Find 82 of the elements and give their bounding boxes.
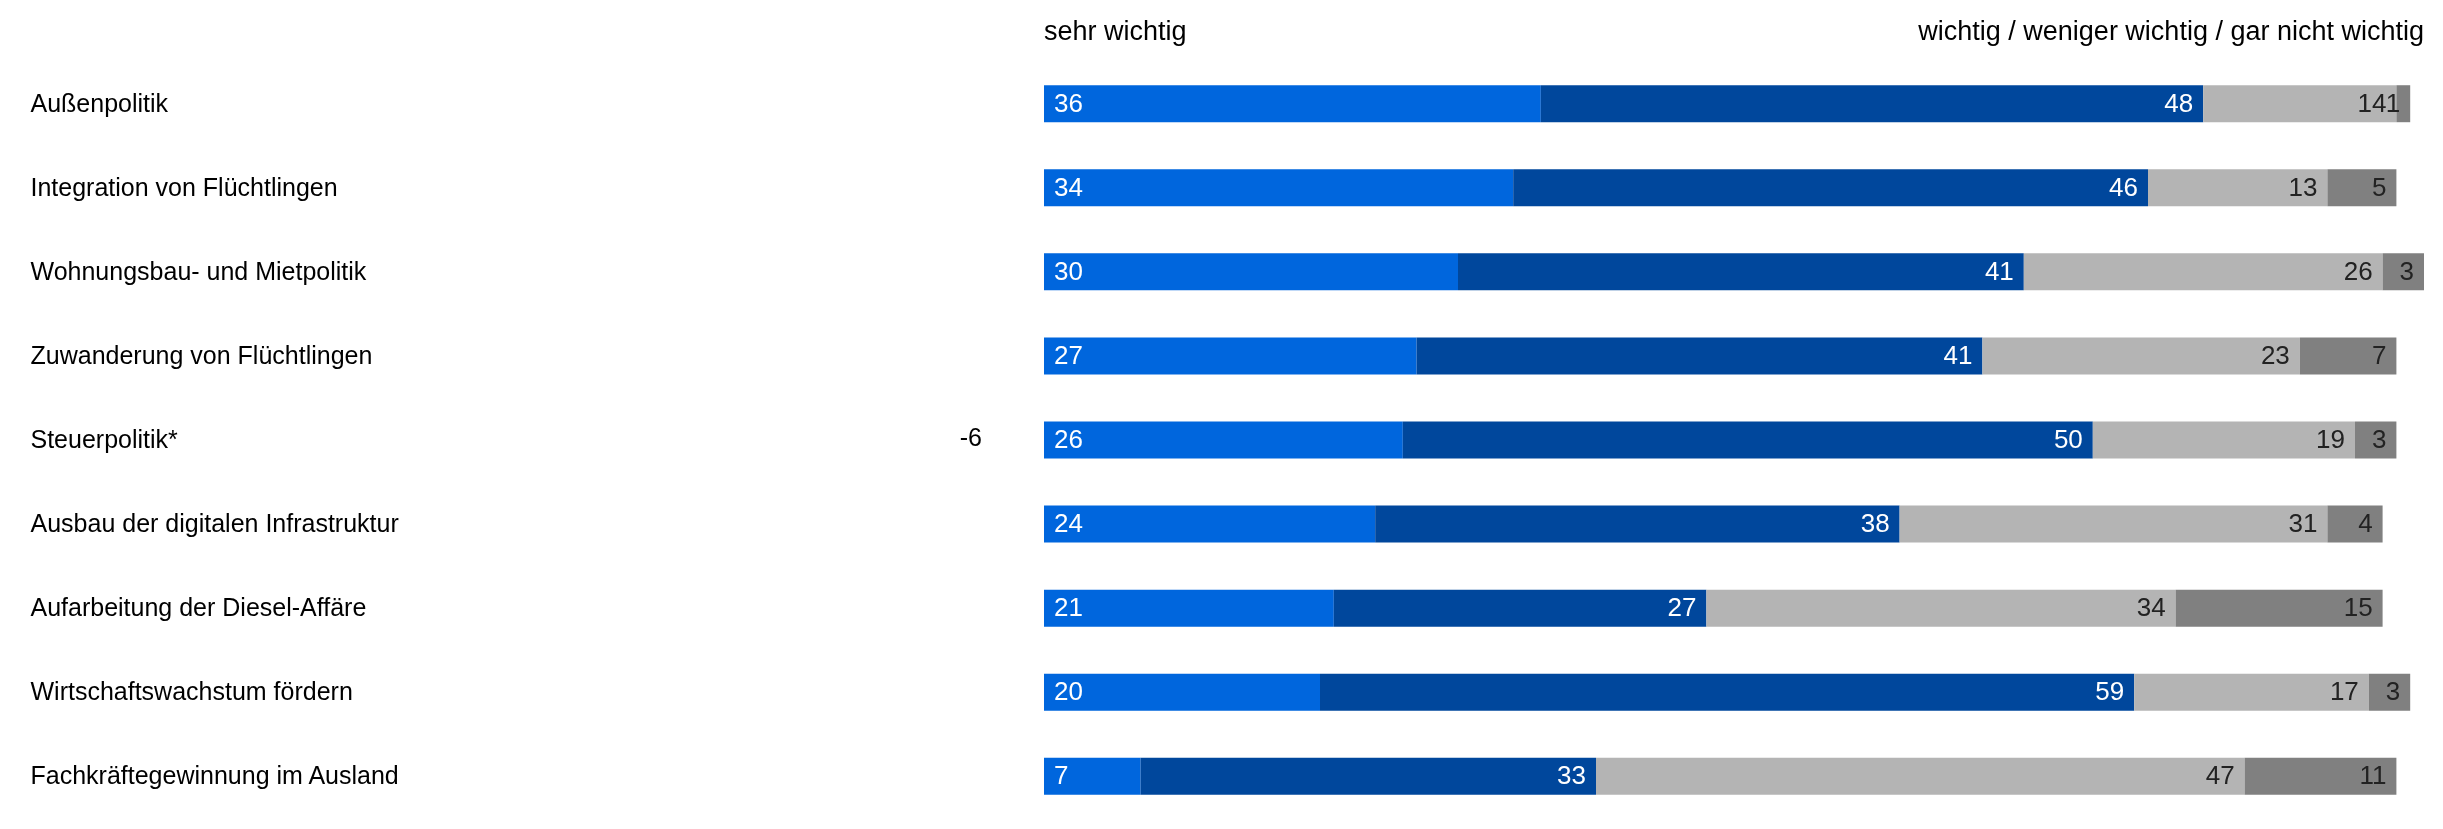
bar — [2148, 169, 2328, 207]
data-label: 13 — [2288, 171, 2318, 202]
bar — [1333, 589, 1707, 627]
data-label: 27 — [1667, 592, 1697, 623]
bar — [2023, 253, 2383, 291]
y-tick-label: Fachkräftegewinnung im Ausland — [30, 761, 399, 790]
bar — [1899, 505, 2328, 543]
y-tick-label: Integration von Flüchtlingen — [30, 172, 338, 201]
data-label: 11 — [2359, 760, 2387, 791]
bar — [1402, 421, 2093, 459]
bar — [2382, 253, 2424, 291]
y-tick-label: Ausbau der digitalen Infrastruktur — [30, 509, 399, 538]
bar — [1044, 253, 1458, 291]
bar — [1044, 589, 1334, 627]
data-label: 34 — [2136, 592, 2166, 623]
data-label: 26 — [1054, 424, 1083, 454]
data-label: 3 — [2399, 255, 2414, 286]
bar — [2368, 673, 2411, 711]
data-label: 36 — [1054, 87, 1083, 118]
data-label: 27 — [1054, 339, 1083, 370]
bar — [2327, 169, 2397, 207]
bar — [1044, 421, 1403, 459]
data-label: 5 — [2371, 171, 2387, 202]
bar — [1540, 85, 2204, 123]
data-label: 1 — [2385, 87, 2401, 118]
bar — [1706, 589, 2176, 627]
bar — [1044, 169, 1514, 207]
y-tick-label: Zuwanderung von Flüchtlingen — [30, 340, 373, 369]
text: wichtig / weniger wichtig / gar nicht wichtig — [1917, 16, 2424, 46]
bar — [1044, 673, 1320, 711]
data-label: 19 — [2316, 424, 2345, 454]
data-label: 59 — [2095, 676, 2125, 707]
bar — [2299, 337, 2397, 375]
data-label: 20 — [1054, 676, 1083, 707]
bar — [1513, 169, 2148, 207]
data-label: 26 — [2343, 255, 2373, 286]
bar — [1044, 757, 1141, 795]
bar — [1044, 505, 1376, 543]
data-label: 24 — [1054, 508, 1083, 539]
text: sehr wichtig — [1044, 16, 1187, 46]
y-tick-label: Außenpolitik — [30, 88, 169, 117]
bar — [1982, 337, 2300, 375]
data-label: 46 — [2109, 171, 2138, 202]
bar — [1140, 757, 1596, 795]
data-label: 47 — [2205, 760, 2235, 791]
data-label: 21 — [1054, 592, 1083, 623]
data-label: 48 — [2164, 87, 2194, 118]
y-tick-label: Wohnungsbau- und Mietpolitik — [30, 256, 367, 285]
data-label: 23 — [2260, 339, 2290, 370]
data-label: 34 — [1054, 171, 1083, 202]
bar — [1375, 505, 1900, 543]
bar — [1044, 85, 1541, 123]
bar — [2175, 589, 2383, 627]
bar — [2203, 85, 2397, 123]
y-tick-label: Aufarbeitung der Diesel-Affäre — [30, 593, 367, 622]
data-label: 41 — [1943, 339, 1973, 370]
data-label: 4 — [2358, 508, 2373, 539]
bar — [1596, 757, 2245, 795]
data-label: 50 — [2053, 424, 2083, 454]
bar — [1458, 253, 2024, 291]
data-label: 3 — [2385, 676, 2401, 707]
data-label: 7 — [2371, 339, 2387, 370]
y-tick-label: Wirtschaftswachstum fördern — [30, 677, 353, 706]
bar — [1416, 337, 1983, 375]
data-label: 7 — [1054, 760, 1069, 791]
data-label: 33 — [1557, 760, 1586, 791]
bar — [2134, 673, 2369, 711]
text: -6 — [959, 423, 982, 451]
data-label: 31 — [2288, 508, 2318, 539]
bar — [2327, 505, 2383, 543]
data-label: 14 — [2357, 87, 2387, 118]
bar — [1044, 337, 1417, 375]
y-tick-label: Steuerpolitik* — [30, 425, 179, 453]
data-label: 17 — [2329, 676, 2359, 707]
data-label: 30 — [1054, 255, 1083, 286]
bar — [2092, 421, 2355, 459]
data-label: 15 — [2343, 592, 2373, 623]
data-label: 3 — [2371, 424, 2387, 454]
bar — [2244, 757, 2397, 795]
bar — [1320, 673, 2135, 711]
data-label: 38 — [1860, 508, 1890, 539]
data-label: 41 — [1984, 255, 2014, 286]
